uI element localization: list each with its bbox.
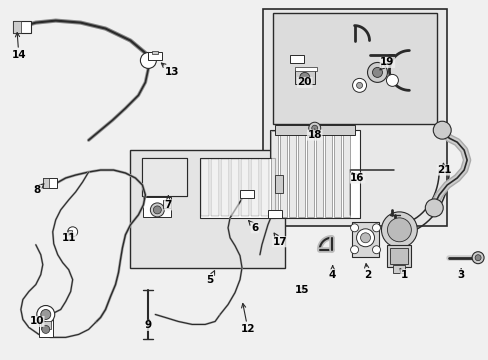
Circle shape — [372, 224, 380, 232]
Text: 4: 4 — [328, 266, 336, 280]
Bar — [163, 200, 171, 208]
Bar — [42, 178, 49, 188]
Bar — [240, 190, 253, 198]
Text: 10: 10 — [29, 316, 45, 327]
Bar — [152, 50, 158, 54]
Text: 14: 14 — [12, 33, 26, 60]
Bar — [250, 159, 259, 216]
Text: 19: 19 — [379, 58, 394, 70]
Text: 6: 6 — [248, 221, 258, 233]
Bar — [289, 55, 303, 63]
Bar — [393, 265, 405, 273]
Bar — [211, 159, 219, 216]
Text: 3: 3 — [457, 269, 464, 280]
Bar — [270, 131, 277, 217]
Circle shape — [352, 78, 366, 92]
Bar — [201, 159, 209, 216]
Bar — [324, 131, 331, 217]
Circle shape — [140, 53, 156, 68]
Text: 15: 15 — [294, 284, 308, 294]
Circle shape — [471, 252, 483, 264]
Circle shape — [67, 227, 78, 237]
Circle shape — [372, 67, 382, 77]
Bar — [269, 130, 359, 218]
Bar — [142, 158, 187, 196]
Text: 16: 16 — [349, 172, 364, 183]
Circle shape — [150, 203, 164, 217]
Text: 11: 11 — [61, 232, 76, 243]
Bar — [221, 159, 228, 216]
Circle shape — [432, 121, 450, 139]
Text: 2: 2 — [363, 264, 370, 280]
Circle shape — [299, 72, 309, 82]
Bar — [148, 53, 162, 60]
Circle shape — [474, 255, 480, 261]
Bar — [263, 9, 447, 226]
Bar — [272, 13, 436, 124]
Bar — [143, 197, 171, 217]
Circle shape — [350, 246, 358, 254]
Circle shape — [360, 233, 370, 243]
Bar — [130, 150, 285, 268]
Bar — [200, 158, 274, 218]
Circle shape — [41, 310, 51, 319]
Text: 9: 9 — [144, 319, 152, 330]
Circle shape — [372, 246, 380, 254]
Text: 18: 18 — [307, 129, 321, 140]
Bar — [306, 131, 313, 217]
Bar — [39, 319, 53, 337]
Bar — [13, 21, 31, 32]
Circle shape — [37, 306, 55, 323]
Circle shape — [367, 62, 386, 82]
Circle shape — [381, 212, 416, 248]
Bar — [142, 158, 187, 196]
Bar — [389, 248, 407, 264]
Bar — [342, 131, 349, 217]
Circle shape — [386, 218, 410, 242]
Bar — [274, 175, 282, 193]
Circle shape — [41, 325, 50, 333]
Bar — [274, 125, 354, 135]
Circle shape — [356, 229, 374, 247]
Circle shape — [425, 199, 442, 217]
Bar — [294, 67, 316, 71]
Bar — [261, 159, 268, 216]
Bar — [333, 131, 340, 217]
Text: 13: 13 — [161, 63, 179, 77]
Bar — [294, 71, 314, 84]
Bar — [241, 159, 248, 216]
Bar — [279, 131, 286, 217]
Text: 21: 21 — [436, 163, 450, 175]
Text: 20: 20 — [297, 77, 311, 87]
Bar — [41, 321, 51, 329]
Text: 5: 5 — [206, 271, 214, 285]
Bar — [42, 178, 57, 188]
Bar — [315, 131, 322, 217]
Bar — [67, 230, 72, 234]
Bar — [351, 222, 379, 257]
Bar — [297, 131, 304, 217]
Circle shape — [308, 122, 320, 134]
Bar — [230, 159, 239, 216]
Text: 17: 17 — [272, 233, 286, 247]
Circle shape — [350, 224, 358, 232]
Circle shape — [386, 75, 398, 86]
Bar — [13, 21, 21, 32]
Text: 7: 7 — [164, 196, 172, 210]
Bar — [267, 210, 281, 218]
Circle shape — [311, 125, 317, 131]
Text: 1: 1 — [399, 269, 407, 280]
Text: 12: 12 — [240, 303, 255, 334]
Bar — [288, 131, 295, 217]
Circle shape — [153, 206, 161, 214]
Text: 8: 8 — [33, 184, 44, 195]
Bar — [386, 245, 410, 267]
Circle shape — [356, 82, 362, 88]
